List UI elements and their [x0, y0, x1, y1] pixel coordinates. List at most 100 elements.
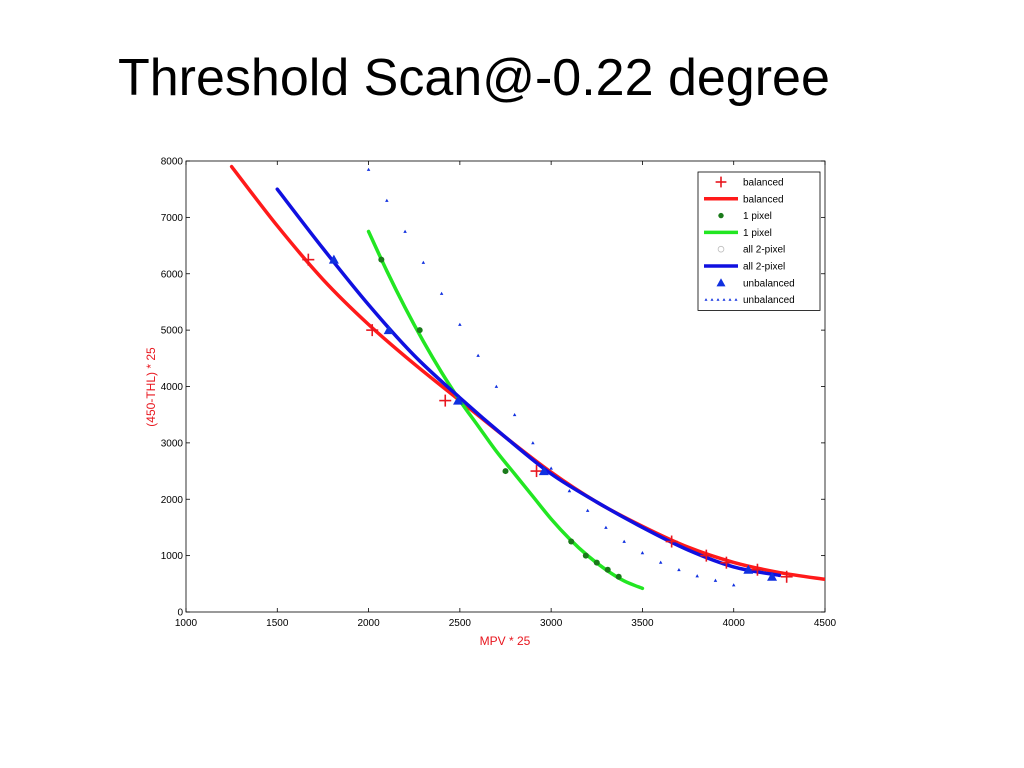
data-point	[743, 564, 754, 574]
y-tick-label: 0	[177, 608, 183, 619]
data-point	[366, 324, 379, 337]
series-point	[403, 229, 407, 233]
y-tick-label: 6000	[161, 269, 184, 280]
legend-label: 1 pixel	[743, 228, 772, 239]
data-point	[568, 538, 575, 545]
legend-label: unbalanced	[743, 278, 795, 289]
y-tick-label: 7000	[161, 213, 184, 224]
legend: balanced balanced 1 pixel 1 pixel all 2-pixe…	[697, 171, 821, 311]
x-tick-label: 3000	[540, 618, 563, 629]
series-layer	[229, 164, 825, 591]
series-point	[549, 466, 553, 470]
legend-entry: unbalanced	[716, 278, 795, 289]
y-tick-label: 8000	[161, 157, 184, 168]
data-point	[378, 256, 385, 263]
legend-symbol	[717, 245, 725, 253]
series-point	[585, 508, 590, 512]
legend-label: all 2-pixel	[743, 245, 785, 256]
legend-symbol	[704, 298, 708, 301]
data-point	[780, 570, 793, 583]
legend-box	[697, 171, 821, 311]
data-point	[302, 253, 315, 266]
y-tick-label: 5000	[161, 326, 184, 337]
y-tick-label: 4000	[161, 382, 184, 393]
legend-symbol	[715, 176, 727, 188]
legend-symbol	[710, 298, 714, 301]
legend-label: balanced	[743, 194, 784, 205]
slide-title: Threshold Scan@-0.22 degree	[118, 49, 830, 107]
data-point	[604, 566, 611, 573]
data-point	[615, 573, 622, 580]
series-point	[622, 539, 626, 543]
legend-symbol	[716, 278, 726, 287]
series-point	[604, 525, 608, 529]
x-tick-label: 4000	[723, 618, 746, 629]
y-tick-label: 3000	[161, 438, 184, 449]
legend-label: balanced	[743, 178, 784, 189]
series-point	[366, 167, 371, 171]
data-point	[700, 549, 713, 562]
legend-entry: balanced	[715, 176, 784, 189]
series-point	[695, 574, 699, 578]
data-point	[439, 394, 452, 407]
series-point	[531, 441, 535, 445]
legend-symbol	[718, 212, 724, 219]
series-line-all-2-pixel	[275, 187, 782, 578]
x-tick-label: 2000	[357, 618, 380, 629]
x-tick-label: 1500	[266, 618, 289, 629]
x-tick-label: 3500	[631, 618, 654, 629]
x-axis-title: MPV * 25	[480, 634, 531, 648]
legend-label: 1 pixel	[743, 211, 772, 222]
x-tick-label: 1000	[175, 618, 198, 629]
legend-entry: all 2-pixel	[704, 262, 785, 273]
series-markers-1-pixel	[378, 256, 622, 580]
y-tick-label: 2000	[161, 495, 184, 506]
series-dotted-unbalanced	[366, 167, 736, 587]
y-tick-label: 1000	[161, 551, 184, 562]
series-point	[385, 198, 389, 202]
x-tick-label: 2500	[449, 618, 472, 629]
data-point	[328, 254, 339, 264]
series-point	[677, 567, 681, 572]
legend-symbol	[728, 298, 732, 301]
legend-entry: all 2-pixel	[717, 245, 785, 256]
legend-label: unbalanced	[743, 295, 795, 306]
y-axis-title: (450-THL) * 25	[144, 347, 158, 427]
data-point	[767, 571, 778, 581]
data-point	[530, 465, 543, 478]
x-tick-label: 4500	[814, 618, 837, 629]
series-markers-balanced	[302, 253, 793, 583]
series-point	[494, 384, 499, 388]
legend-entry: 1 pixel	[704, 228, 772, 239]
series-point	[439, 291, 444, 295]
series-point	[458, 322, 462, 326]
data-point	[383, 325, 394, 335]
legend-label: all 2-pixel	[743, 262, 785, 273]
data-point	[502, 468, 509, 475]
series-point	[640, 551, 645, 555]
data-point	[751, 563, 764, 576]
data-point	[453, 395, 464, 405]
legend-symbol	[722, 298, 726, 301]
ticks-layer: 1000 1500 2000 2500 3000 3500 4000 450001000200…	[161, 157, 837, 630]
legend-entry: balanced	[704, 194, 784, 205]
series-markers-unbalanced	[328, 254, 778, 581]
legend-symbol	[734, 298, 738, 301]
series-point	[713, 578, 718, 582]
series-point	[567, 489, 572, 493]
legend-entry: 1 pixel	[718, 211, 772, 222]
data-point	[593, 559, 600, 566]
data-point	[665, 535, 678, 548]
series-point	[512, 412, 517, 417]
data-point	[538, 466, 549, 476]
series-point	[421, 260, 426, 264]
legend-symbol	[716, 298, 720, 301]
series-point	[731, 583, 736, 587]
data-point	[720, 556, 733, 569]
series-point	[658, 560, 663, 564]
legend-entry: unbalanced	[704, 295, 795, 306]
data-point	[416, 327, 423, 334]
series-point	[476, 353, 480, 357]
data-point	[582, 552, 589, 559]
